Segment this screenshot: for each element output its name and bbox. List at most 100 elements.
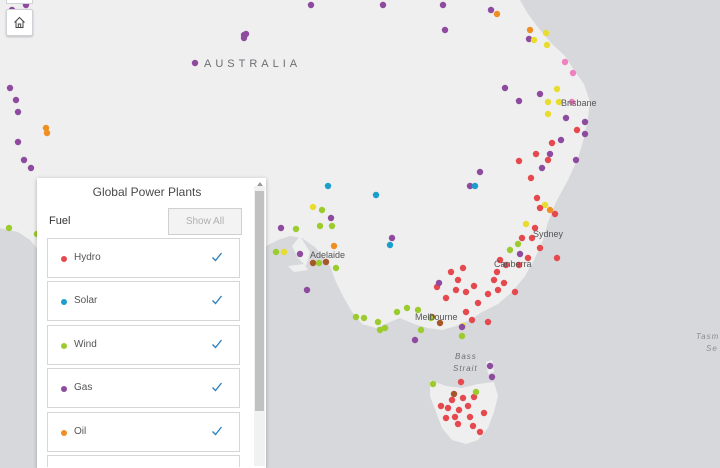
power-plant-marker-hydro[interactable]: [470, 282, 478, 290]
power-plant-marker-wind[interactable]: [506, 246, 514, 254]
power-plant-marker-solar[interactable]: [471, 182, 479, 190]
power-plant-marker-wind[interactable]: [429, 380, 437, 388]
power-plant-marker-hydro[interactable]: [496, 256, 504, 264]
power-plant-marker-gas[interactable]: [277, 224, 285, 232]
power-plant-marker-hydro[interactable]: [533, 194, 541, 202]
power-plant-marker-gas[interactable]: [487, 6, 495, 14]
panel-scrollbar-thumb[interactable]: [255, 191, 264, 411]
power-plant-marker-gas[interactable]: [581, 130, 589, 138]
power-plant-marker-gas[interactable]: [562, 114, 570, 122]
power-plant-marker-hydro[interactable]: [459, 264, 467, 272]
power-plant-marker-oil[interactable]: [43, 129, 51, 137]
power-plant-marker-other[interactable]: [569, 69, 577, 77]
power-plant-marker-gas[interactable]: [191, 59, 199, 67]
power-plant-marker-hydro[interactable]: [544, 156, 552, 164]
power-plant-marker-coal[interactable]: [436, 319, 444, 327]
zoom-control-bottom-edge[interactable]: [6, 0, 33, 4]
power-plant-marker-solar[interactable]: [386, 241, 394, 249]
power-plant-marker-wind[interactable]: [315, 259, 323, 267]
power-plant-marker-hydro[interactable]: [457, 378, 465, 386]
power-plant-marker-gas[interactable]: [525, 35, 533, 43]
power-plant-marker-gas[interactable]: [439, 1, 447, 9]
power-plant-marker-nuclear[interactable]: [542, 29, 550, 37]
power-plant-marker-gas[interactable]: [546, 150, 554, 158]
power-plant-marker-gas[interactable]: [27, 164, 35, 172]
power-plant-marker-hydro[interactable]: [531, 224, 539, 232]
home-button[interactable]: [6, 9, 33, 36]
power-plant-marker-hydro[interactable]: [553, 254, 561, 262]
power-plant-marker-hydro[interactable]: [462, 288, 470, 296]
power-plant-marker-oil[interactable]: [546, 206, 554, 214]
power-plant-marker-hydro[interactable]: [466, 413, 474, 421]
fuel-item-partial[interactable]: [47, 455, 240, 467]
power-plant-marker-gas[interactable]: [388, 234, 396, 242]
power-plant-marker-gas[interactable]: [572, 156, 580, 164]
power-plant-marker-hydro[interactable]: [524, 254, 532, 262]
power-plant-marker-nuclear[interactable]: [522, 220, 530, 228]
power-plant-marker-nuclear[interactable]: [555, 98, 563, 106]
power-plant-marker-hydro[interactable]: [527, 174, 535, 182]
power-plant-marker-gas[interactable]: [516, 250, 524, 258]
power-plant-marker-wind[interactable]: [352, 313, 360, 321]
power-plant-marker-gas[interactable]: [536, 90, 544, 98]
power-plant-marker-hydro[interactable]: [476, 428, 484, 436]
power-plant-marker-gas[interactable]: [515, 97, 523, 105]
power-plant-marker-gas[interactable]: [14, 138, 22, 146]
power-plant-marker-hydro[interactable]: [442, 294, 450, 302]
power-plant-marker-nuclear[interactable]: [280, 248, 288, 256]
power-plant-marker-wind[interactable]: [376, 326, 384, 334]
power-plant-marker-nuclear[interactable]: [553, 85, 561, 93]
power-plant-marker-oil[interactable]: [330, 242, 338, 250]
power-plant-marker-other[interactable]: [561, 58, 569, 66]
power-plant-marker-gas[interactable]: [12, 96, 20, 104]
power-plant-marker-hydro[interactable]: [511, 288, 519, 296]
power-plant-marker-wind[interactable]: [427, 314, 435, 322]
power-plant-marker-oil[interactable]: [493, 10, 501, 18]
power-plant-marker-wind[interactable]: [393, 308, 401, 316]
power-plant-marker-hydro[interactable]: [493, 268, 501, 276]
power-plant-marker-gas[interactable]: [411, 336, 419, 344]
power-plant-marker-gas[interactable]: [307, 1, 315, 9]
power-plant-marker-coal[interactable]: [309, 259, 317, 267]
power-plant-marker-hydro[interactable]: [494, 286, 502, 294]
power-plant-marker-coal[interactable]: [322, 258, 330, 266]
power-plant-marker-coal[interactable]: [450, 390, 458, 398]
power-plant-marker-gas[interactable]: [581, 118, 589, 126]
power-plant-marker-nuclear[interactable]: [309, 203, 317, 211]
power-plant-marker-gas[interactable]: [476, 168, 484, 176]
power-plant-marker-gas[interactable]: [379, 1, 387, 9]
power-plant-marker-wind[interactable]: [292, 225, 300, 233]
power-plant-marker-wind[interactable]: [328, 222, 336, 230]
power-plant-marker-hydro[interactable]: [448, 396, 456, 404]
power-plant-marker-hydro[interactable]: [518, 234, 526, 242]
power-plant-marker-hydro[interactable]: [454, 420, 462, 428]
power-plant-marker-nuclear[interactable]: [543, 41, 551, 49]
power-plant-marker-gas[interactable]: [458, 323, 466, 331]
power-plant-marker-gas[interactable]: [327, 214, 335, 222]
power-plant-marker-solar[interactable]: [372, 191, 380, 199]
power-plant-marker-gas[interactable]: [501, 84, 509, 92]
power-plant-marker-hydro[interactable]: [480, 409, 488, 417]
power-plant-marker-other[interactable]: [568, 98, 576, 106]
power-plant-marker-hydro[interactable]: [470, 393, 478, 401]
power-plant-marker-gas[interactable]: [435, 279, 443, 287]
power-plant-marker-gas[interactable]: [303, 286, 311, 294]
show-all-button[interactable]: Show All: [168, 208, 242, 235]
power-plant-marker-wind[interactable]: [381, 324, 389, 332]
power-plant-marker-wind[interactable]: [414, 306, 422, 314]
power-plant-marker-hydro[interactable]: [469, 422, 477, 430]
scroll-up-arrow-icon[interactable]: [255, 179, 265, 189]
power-plant-marker-gas[interactable]: [488, 373, 496, 381]
power-plant-marker-hydro[interactable]: [515, 157, 523, 165]
power-plant-marker-hydro[interactable]: [474, 299, 482, 307]
power-plant-marker-wind[interactable]: [360, 314, 368, 322]
power-plant-marker-hydro[interactable]: [551, 210, 559, 218]
power-plant-marker-hydro[interactable]: [484, 318, 492, 326]
power-plant-marker-hydro[interactable]: [573, 126, 581, 134]
power-plant-marker-wind[interactable]: [5, 224, 13, 232]
power-plant-marker-hydro[interactable]: [455, 406, 463, 414]
fuel-item-hydro[interactable]: Hydro: [47, 238, 240, 278]
power-plant-marker-wind[interactable]: [318, 206, 326, 214]
power-plant-marker-wind[interactable]: [514, 240, 522, 248]
power-plant-marker-wind[interactable]: [272, 248, 280, 256]
